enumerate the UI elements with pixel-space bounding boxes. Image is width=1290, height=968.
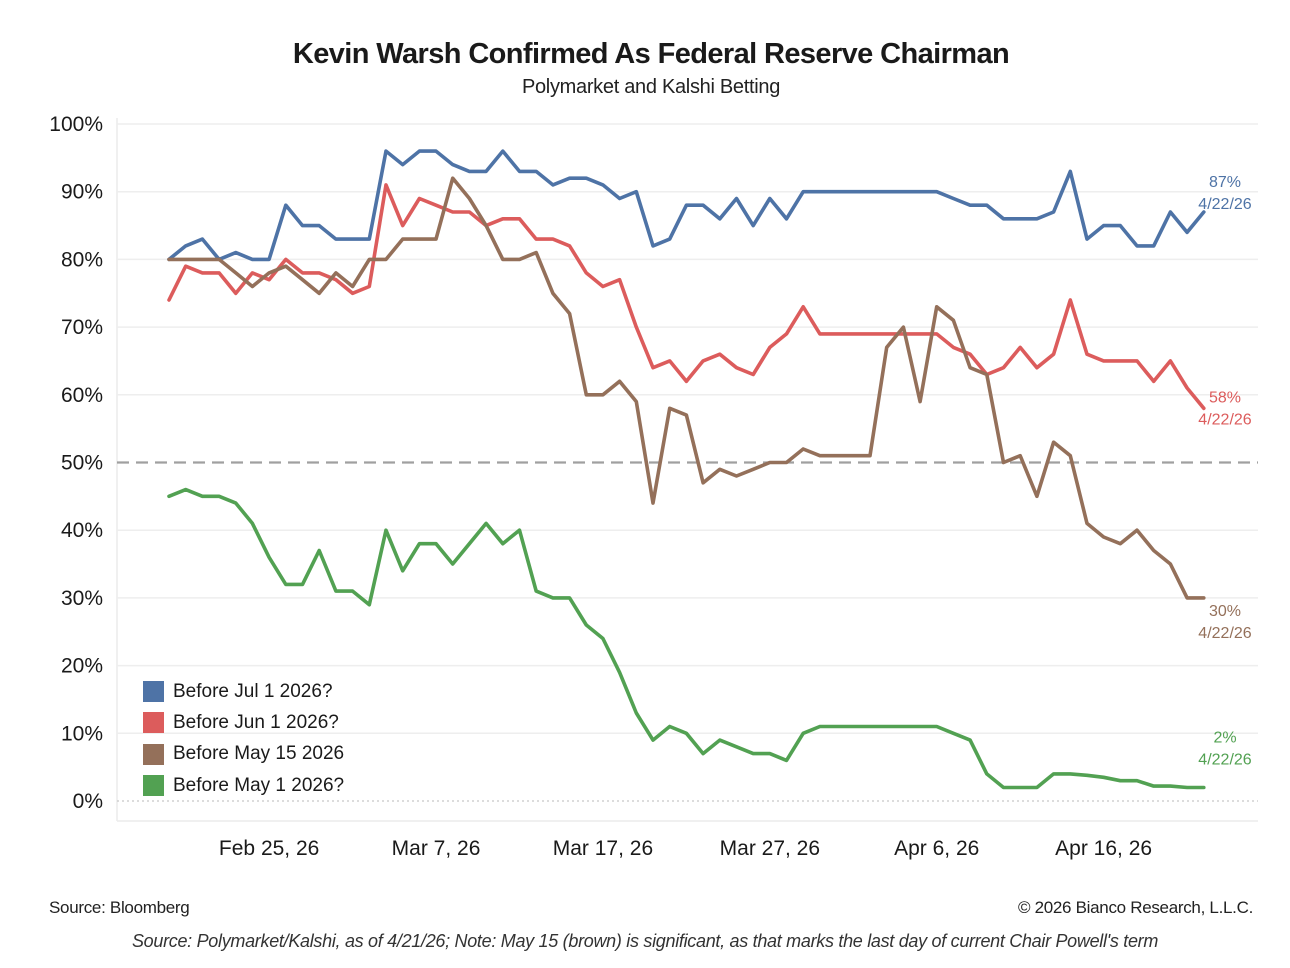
end-value-label: 58% (1209, 389, 1241, 406)
legend-item[interactable]: Before Jul 1 2026? (143, 676, 344, 707)
legend-label: Before Jun 1 2026? (173, 711, 339, 733)
end-date-label: 4/22/26 (1198, 751, 1251, 768)
series-line-3 (167, 487, 1206, 790)
legend-label: Before May 15 2026 (173, 743, 345, 765)
end-date-label: 4/22/26 (1198, 411, 1251, 428)
legend-swatch-brown (143, 743, 164, 765)
end-value-label: 2% (1213, 729, 1236, 746)
copyright: © 2026 Bianco Research, L.L.C. (1017, 898, 1253, 917)
end-value-label: 30% (1209, 603, 1241, 620)
y-tick-label: 80% (61, 248, 103, 271)
end-date-label: 4/22/26 (1198, 196, 1251, 213)
end-value-label: 87% (1209, 174, 1241, 191)
legend-label: Before May 1 2026? (173, 774, 345, 796)
x-tick-label: Feb 25, 26 (219, 837, 319, 860)
y-tick-label: 60% (61, 384, 103, 407)
y-tick-label: 20% (61, 655, 103, 678)
legend-swatch-green (143, 775, 164, 797)
end-date-label: 4/22/26 (1198, 625, 1251, 642)
series-line-1 (167, 183, 1206, 411)
footnote: Source: Polymarket/Kalshi, as of 4/21/26… (131, 931, 1159, 951)
y-tick-label: 10% (61, 722, 103, 745)
series-line-0 (167, 149, 1206, 262)
series-lines (167, 149, 1206, 790)
y-tick-label: 0% (73, 790, 103, 813)
legend: Before Jul 1 2026? Before Jun 1 2026? Be… (143, 676, 344, 801)
end-labels: 87% 4/22/26 58% 4/22/26 30% 4/22/26 2% 4/22/26 (1198, 174, 1251, 768)
source-credit: Source: Bloomberg (49, 898, 190, 917)
x-tick-label: Mar 17, 26 (553, 837, 653, 860)
y-tick-label: 100% (49, 113, 103, 136)
x-tick-label: Mar 7, 26 (392, 837, 481, 860)
y-tick-label: 40% (61, 519, 103, 542)
y-tick-label: 70% (61, 316, 103, 339)
chart-subtitle: Polymarket and Kalshi Betting (521, 76, 781, 98)
y-tick-label: 30% (61, 587, 103, 610)
gridlines (116, 118, 1258, 822)
legend-item[interactable]: Before Jun 1 2026? (143, 707, 344, 738)
series-line-2 (167, 176, 1206, 600)
legend-swatch-red (143, 712, 164, 734)
legend-item[interactable]: Before May 15 2026 (143, 739, 344, 770)
x-tick-label: Apr 6, 26 (894, 837, 979, 860)
legend-swatch-blue (143, 681, 164, 703)
legend-label: Before Jul 1 2026? (173, 680, 333, 702)
legend-item[interactable]: Before May 1 2026? (143, 770, 344, 801)
y-tick-label: 90% (61, 181, 103, 204)
y-tick-label: 50% (61, 452, 103, 475)
chart-title: Kevin Warsh Confirmed As Federal Reserve… (292, 38, 1010, 70)
y-axis-ticks: 0% 10% 20% 30% 40% 50% 60% 70% 80% 90% 100% (49, 113, 103, 813)
x-tick-label: Mar 27, 26 (720, 837, 820, 860)
x-axis-ticks: Feb 25, 26 Mar 7, 26 Mar 17, 26 Mar 27, 26 A… (219, 837, 1152, 860)
x-tick-label: Apr 16, 26 (1055, 837, 1152, 860)
